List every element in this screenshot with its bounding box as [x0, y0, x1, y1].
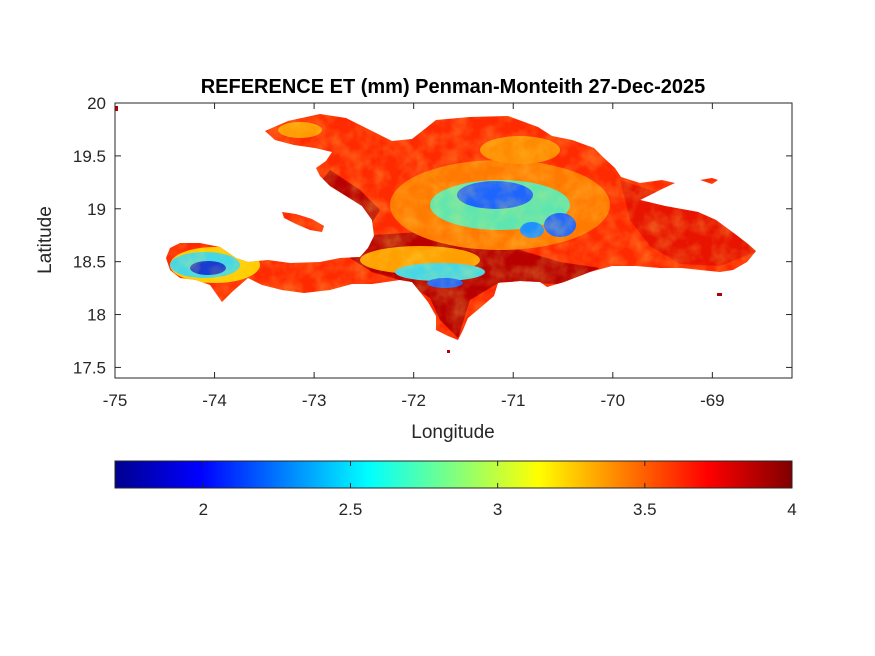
y-axis-label: Latitude — [35, 206, 56, 274]
x-tick-label: -69 — [700, 391, 725, 410]
x-tick-label: -72 — [401, 391, 426, 410]
x-tick-label: -74 — [202, 391, 227, 410]
x-tick-label: -75 — [103, 391, 128, 410]
x-tick-label: -71 — [501, 391, 526, 410]
x-tick-label: -73 — [302, 391, 327, 410]
colorbar-tick-label: 3.5 — [633, 500, 657, 519]
map-title: REFERENCE ET (mm) Penman-Monteith 27-Dec… — [201, 76, 706, 98]
colorbar-tick-label: 4 — [787, 500, 796, 519]
y-axis: 17.5 18 18.5 19 19.5 20 — [73, 94, 792, 377]
colorbar-tick-label: 2.5 — [339, 500, 363, 519]
x-axis-label: Longitude — [411, 422, 494, 443]
x-axis: -75 -74 -73 -72 -71 -70 -69 — [103, 103, 725, 410]
colorbar-tick-label: 2 — [199, 500, 208, 519]
speck-nw — [115, 106, 118, 111]
y-tick-label: 17.5 — [73, 358, 106, 377]
y-tick-label: 19.5 — [73, 147, 106, 166]
colorbar-tick-label: 3 — [493, 500, 502, 519]
y-tick-label: 19 — [87, 200, 106, 219]
y-tick-label: 18.5 — [73, 253, 106, 272]
y-tick-label: 20 — [87, 94, 106, 113]
x-tick-label: -70 — [601, 391, 626, 410]
y-tick-label: 18 — [87, 306, 106, 325]
colorbar — [114, 460, 793, 489]
colorbar-ticks: 2 2.5 3 3.5 4 — [199, 461, 797, 519]
